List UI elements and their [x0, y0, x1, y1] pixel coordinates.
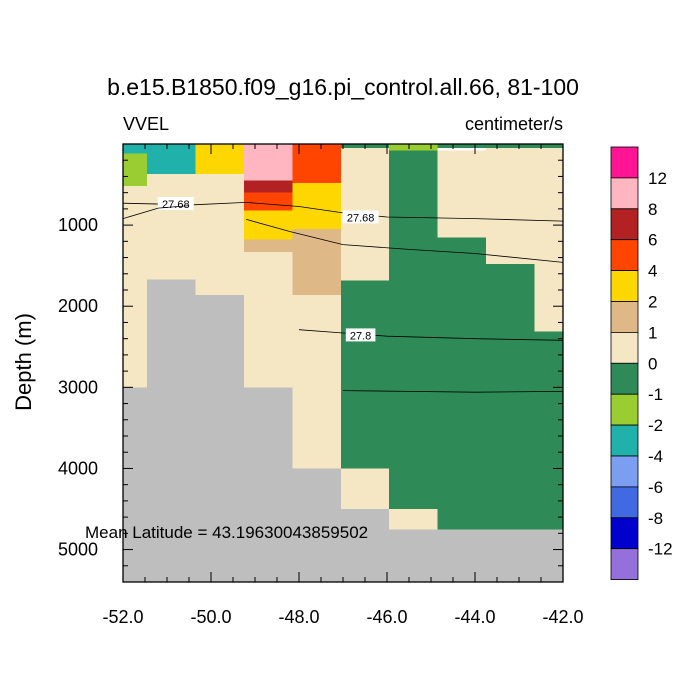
- land-mask: [292, 468, 341, 582]
- colorbar-label: -6: [648, 478, 663, 497]
- contour-label-bg: [342, 210, 379, 224]
- colorbar-label: -2: [648, 416, 663, 435]
- contour-label: 27.68: [347, 212, 375, 224]
- land-mask: [340, 509, 390, 582]
- colorbar-label: 1: [648, 323, 657, 342]
- colorbar-label: 8: [648, 200, 657, 219]
- mean-latitude-annotation: Mean Latitude = 43.19630043859502: [85, 523, 368, 542]
- y-tick-label: 1000: [58, 215, 98, 235]
- land-mask: [437, 529, 563, 582]
- data-cell: [244, 239, 293, 252]
- x-tick-label: -52.0: [102, 607, 143, 627]
- land-mask: [244, 387, 293, 582]
- colorbar-swatch: [610, 393, 639, 426]
- colorbar-swatch: [610, 208, 639, 241]
- contour-line: [246, 219, 564, 263]
- colorbar-label: -4: [648, 447, 663, 466]
- colorbar-swatch: [610, 301, 639, 333]
- colorbar-label: 4: [648, 262, 657, 281]
- colorbar-swatch: [610, 486, 639, 519]
- colorbar-swatch: [610, 517, 639, 550]
- data-cell: [195, 144, 244, 175]
- data-cell: [123, 153, 148, 388]
- colorbar-label: -1: [648, 385, 663, 404]
- data-cell: [486, 264, 535, 530]
- contour-line: [298, 329, 564, 341]
- colorbar-swatch: [610, 362, 639, 395]
- contour-label: 27.68: [162, 199, 190, 211]
- colorbar-label: 12: [648, 169, 667, 188]
- y-axis-label: Depth (m): [11, 313, 36, 411]
- data-cell: [534, 331, 563, 530]
- x-tick-label: -44.0: [454, 607, 495, 627]
- data-cell: [244, 180, 293, 193]
- colorbar-label: -12: [648, 540, 673, 559]
- data-cell: [486, 148, 535, 265]
- data-cell: [292, 182, 341, 230]
- x-tick-label: -42.0: [542, 607, 583, 627]
- contour-label-bg: [345, 328, 376, 342]
- units-label: centimeter/s: [465, 114, 563, 134]
- plot-area: 27.68 27.68 27.8: [122, 143, 564, 583]
- data-cell: [437, 237, 486, 530]
- colorbar-swatch: [610, 548, 639, 581]
- data-cell: [244, 192, 293, 211]
- y-axis: 1000 2000 3000 4000 5000: [58, 143, 563, 583]
- data-cell: [292, 229, 341, 295]
- data-cell: [123, 153, 148, 187]
- colorbar: 12 8 6 4 2 1 0 -1 -2 -4 -6 -8 -12: [610, 146, 673, 581]
- colorbar-label: 0: [648, 354, 657, 373]
- colorbar-swatch: [610, 146, 639, 179]
- data-cell: [389, 144, 438, 151]
- data-cell: [437, 144, 563, 149]
- data-cell: [389, 150, 438, 509]
- y-tick-label: 3000: [58, 377, 98, 397]
- data-cell: [147, 144, 196, 175]
- data-cell: [340, 468, 390, 509]
- x-tick-label: -46.0: [366, 607, 407, 627]
- chart-title: b.e15.B1850.f09_g16.pi_control.all.66, 8…: [107, 74, 579, 100]
- x-axis: -52.0 -50.0 -48.0 -46.0 -44.0 -42.0: [102, 144, 584, 627]
- data-cell: [123, 144, 148, 154]
- data-cell: [244, 144, 293, 181]
- land-mask: [147, 279, 196, 582]
- contour-label-bg: [157, 197, 194, 211]
- colorbar-label: 2: [648, 293, 657, 312]
- data-cell: [389, 509, 438, 530]
- variable-label: VVEL: [123, 114, 169, 134]
- contour-line: [342, 390, 564, 393]
- data-cell: [292, 294, 341, 469]
- data-cell: [534, 148, 563, 332]
- x-tick-label: -50.0: [190, 607, 231, 627]
- colorbar-swatch: [610, 270, 639, 302]
- contour-label: 27.8: [350, 330, 371, 342]
- x-tick-label: -48.0: [278, 607, 319, 627]
- data-cell: [195, 174, 244, 295]
- data-cell: [147, 174, 196, 280]
- y-tick-label: 2000: [58, 296, 98, 316]
- y-tick-label: 4000: [58, 458, 98, 478]
- colorbar-swatch: [610, 455, 639, 488]
- data-cell: [244, 251, 293, 388]
- colorbar-swatch: [610, 331, 639, 364]
- colorbar-swatch: [610, 177, 639, 210]
- colorbar-swatch: [610, 239, 639, 271]
- data-cell: [437, 150, 486, 238]
- colorbar-swatch: [610, 424, 639, 457]
- y-tick-label: 5000: [58, 540, 98, 560]
- contour-line: [122, 201, 564, 222]
- land-mask: [389, 529, 438, 582]
- colorbar-label: 6: [648, 231, 657, 250]
- land-mask: [195, 294, 244, 582]
- colorbar-label: -8: [648, 509, 663, 528]
- data-cell: [292, 144, 341, 183]
- contour-line: [122, 205, 190, 219]
- data-cell: [340, 280, 390, 469]
